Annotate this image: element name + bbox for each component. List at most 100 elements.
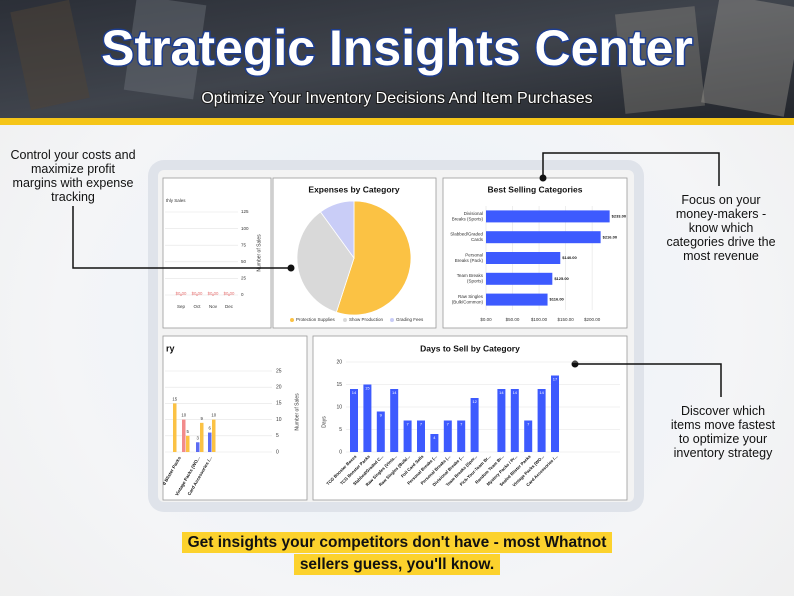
y-tick-label: 20 [336,359,342,365]
y-tick-label: 50 [241,259,247,264]
callout: Control your costs and maximize profit m… [10,148,136,204]
y-tick-label: 5 [339,427,342,433]
bar [470,398,479,452]
bar [350,389,358,452]
bar [486,252,561,264]
value-label: $0.00 [224,291,235,296]
legend-label: thly Sales [166,198,186,203]
y-tick-label: Personal [465,252,483,257]
x-tick-label: Sep [177,304,186,309]
y-tick-label: Team Breaks [457,273,484,278]
x-tick-label: $150.00 [557,317,574,322]
footer-text: Get insights your competitors don't have… [181,532,613,575]
chart-title: Best Selling Categories [488,184,583,194]
bar [376,411,385,452]
legend-label: Show Production [349,317,384,322]
y-tick-label: 0 [276,449,279,455]
pie-slice [335,200,412,316]
y-tick-label: 25 [276,368,282,374]
value-label: 12 [472,399,477,404]
pie-slice [296,211,355,313]
header-background [0,0,794,118]
point [212,294,214,296]
pie-slice [319,200,355,260]
value-label: 9 [380,413,383,418]
y-tick-label: Breaks (Pack) [455,258,484,263]
axis-title: Number of Sales [294,393,300,431]
axis-title: Days [321,416,327,428]
value-label: 14 [352,390,357,395]
y-tick-label: 75 [241,242,247,247]
bar [430,434,439,452]
panel [162,177,272,329]
y-tick-label: 15 [336,382,342,388]
value-label: 10 [181,413,186,418]
connector-dot [539,174,547,182]
value-label: 15 [172,397,177,402]
bar [524,420,533,452]
value-label: $0.00 [192,291,203,296]
chart-title: Days to Sell by Category [420,343,520,353]
chart-title: Expenses by Category [308,184,399,194]
photo-card [10,0,90,111]
bar [443,420,452,452]
value-label: 14 [392,390,397,395]
connector-dot [571,360,579,368]
bar [186,435,190,452]
y-tick-label: 25 [241,276,247,281]
bar [182,419,186,452]
value-label: 7 [447,422,450,427]
value-label: $216.00 [603,234,618,239]
y-tick-label: Cards [471,237,484,242]
value-label: 15 [365,386,370,391]
connector-dot [287,264,295,272]
y-tick-label: 125 [241,209,249,214]
y-tick-label: 0 [241,292,244,297]
bar [417,420,425,452]
value-label: $116.00 [550,297,565,302]
bar [510,389,519,452]
x-tick-label: $0.00 [480,317,492,322]
y-tick-label: 10 [336,404,342,410]
bar [208,432,212,452]
footer: Get insights your competitors don't have… [160,532,634,576]
legend-swatch [390,318,394,322]
photo-card [701,0,794,117]
y-tick-label: 100 [241,226,249,231]
value-label: 14 [513,390,518,395]
bar [486,210,610,223]
subtitle: Optimize Your Inventory Decisions And It… [201,90,592,107]
y-tick-label: (Sports) [467,279,484,284]
bar [486,293,548,306]
connector [542,152,720,186]
value-label: 9 [201,416,204,421]
bar [486,231,601,244]
bar [486,272,553,285]
x-tick-label: $200.00 [584,317,601,322]
photo-card [614,6,706,114]
y-tick-label: Divisional [464,211,483,216]
point [228,294,230,296]
callout: Focus on your money-makers - know which … [666,193,776,263]
x-tick-label: $50.00 [506,317,520,322]
bar [173,403,177,452]
point [180,294,182,296]
legend-swatch [290,318,294,322]
value-label: 4 [433,435,436,440]
value-label: 17 [553,377,558,382]
connector [575,363,722,397]
value-label: 14 [499,390,504,395]
panel [162,335,308,501]
bar [212,419,216,452]
axis-title: Number of Sales [256,234,262,272]
x-tick-label: Dec [225,304,234,309]
legend-label: Protection Supplies [296,317,336,322]
legend-label: Grading Fees [396,317,424,322]
title: Strategic Insights Center [101,20,693,76]
y-tick-label: 20 [276,385,282,391]
y-tick-label: 10 [276,417,282,423]
y-tick-label: Raw Singles [458,294,484,299]
x-tick-label: Oct [193,304,201,309]
